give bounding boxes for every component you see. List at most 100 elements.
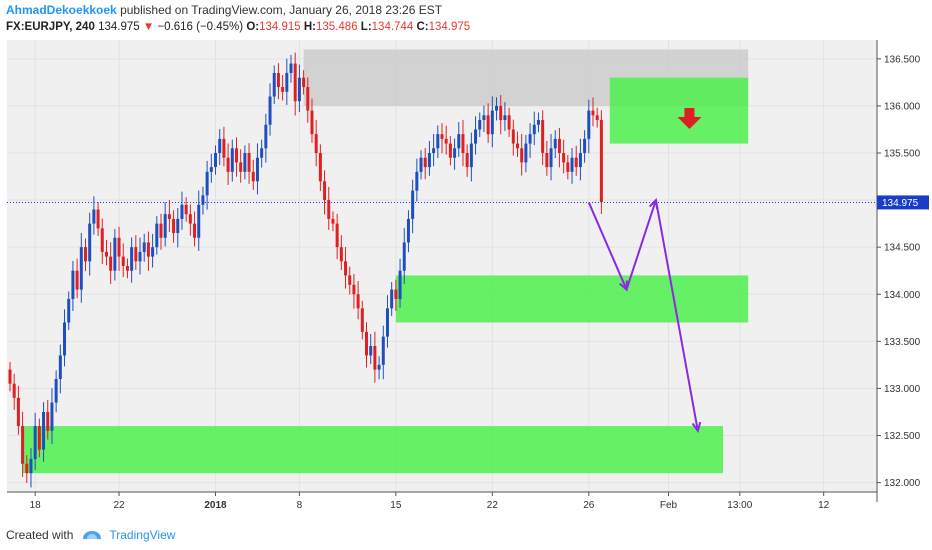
candle-down[interactable] [188, 214, 192, 224]
candle-up[interactable] [205, 171, 209, 196]
candle-up[interactable] [209, 167, 213, 172]
candle-down[interactable] [276, 72, 280, 88]
candle-up[interactable] [92, 209, 96, 224]
candle-down[interactable] [12, 383, 16, 398]
candle-down[interactable] [440, 134, 444, 139]
candle-down[interactable] [251, 171, 255, 182]
candle-up[interactable] [176, 218, 180, 234]
candle-down[interactable] [331, 218, 335, 224]
candle-down[interactable] [239, 162, 243, 172]
candle-up[interactable] [578, 153, 582, 168]
time-axis[interactable]: 18 22 2018 8 15 22 26 Feb 13:00 12 [7, 491, 877, 511]
candle-down[interactable] [574, 157, 578, 168]
candle-down[interactable] [302, 77, 306, 88]
candle-down[interactable] [591, 110, 595, 116]
candle-down[interactable] [352, 284, 356, 295]
candle-up[interactable] [381, 336, 385, 365]
candle-up[interactable] [532, 124, 536, 135]
candle-up[interactable] [255, 157, 259, 182]
candle-down[interactable] [348, 275, 352, 285]
candle-up[interactable] [214, 153, 218, 168]
candle-up[interactable] [50, 402, 54, 431]
candle-up[interactable] [42, 411, 46, 450]
candle-down[interactable] [306, 87, 310, 111]
candle-down[interactable] [599, 120, 603, 202]
candle-up[interactable] [474, 129, 478, 144]
candle-down[interactable] [159, 223, 163, 238]
candle-down[interactable] [373, 346, 377, 370]
candle-up[interactable] [54, 379, 58, 403]
candle-up[interactable] [264, 124, 268, 149]
candle-up[interactable] [243, 153, 247, 172]
candle-up[interactable] [130, 247, 134, 271]
candle-up[interactable] [297, 77, 301, 102]
candle-up[interactable] [385, 308, 389, 337]
candle-down[interactable] [314, 134, 318, 153]
candle-down[interactable] [507, 115, 511, 130]
candle-up[interactable] [570, 157, 574, 172]
candle-up[interactable] [427, 153, 431, 168]
candle-down[interactable] [193, 223, 197, 238]
candle-up[interactable] [272, 72, 276, 97]
candle-up[interactable] [218, 138, 222, 153]
candle-down[interactable] [109, 256, 113, 271]
candle-down[interactable] [37, 426, 41, 450]
candle-up[interactable] [536, 120, 540, 125]
candle-up[interactable] [432, 148, 436, 153]
candle-up[interactable] [549, 148, 553, 168]
candle-up[interactable] [79, 247, 83, 290]
candle-down[interactable] [310, 110, 314, 135]
candle-up[interactable] [29, 459, 33, 474]
candle-down[interactable] [21, 426, 25, 464]
candle-down[interactable] [511, 129, 515, 144]
candle-down[interactable] [394, 289, 398, 299]
candle-down[interactable] [541, 120, 545, 153]
candle-up[interactable] [155, 223, 159, 248]
candle-down[interactable] [339, 247, 343, 262]
support-zone-1-green[interactable] [395, 275, 749, 323]
candle-up[interactable] [63, 322, 67, 356]
price-axis[interactable]: 132.000 132.500 133.000 133.500 134.000 134.5… [876, 40, 929, 502]
candle-down[interactable] [83, 247, 87, 262]
candle-down[interactable] [566, 162, 570, 172]
candle-down[interactable] [465, 153, 469, 168]
candle-down[interactable] [117, 237, 121, 257]
candle-up[interactable] [553, 138, 557, 149]
candle-up[interactable] [402, 242, 406, 271]
candle-up[interactable] [260, 148, 264, 158]
candle-down[interactable] [184, 204, 188, 215]
candle-down[interactable] [356, 294, 360, 309]
candle-down[interactable] [444, 138, 448, 144]
candle-down[interactable] [46, 411, 50, 431]
candle-up[interactable] [180, 204, 184, 219]
tradingview-brand-link[interactable]: TradingView [109, 528, 176, 542]
projection-arrows[interactable] [587, 197, 702, 434]
candle-up[interactable] [113, 237, 117, 271]
candle-down[interactable] [461, 134, 465, 153]
candle-down[interactable] [557, 138, 561, 153]
candle-down[interactable] [96, 209, 100, 229]
candle-down[interactable] [25, 463, 29, 474]
candle-down[interactable] [146, 242, 150, 257]
candle-up[interactable] [406, 218, 410, 243]
candle-down[interactable] [515, 143, 519, 149]
candle-up[interactable] [285, 72, 289, 92]
candle-down[interactable] [222, 138, 226, 158]
candle-up[interactable] [369, 346, 373, 356]
candle-down[interactable] [16, 397, 20, 427]
candle-down[interactable] [75, 270, 79, 290]
candle-up[interactable] [457, 134, 461, 149]
candle-down[interactable] [104, 251, 108, 257]
candle-up[interactable] [524, 143, 528, 163]
candle-up[interactable] [151, 247, 155, 257]
candle-down[interactable] [125, 266, 129, 271]
candle-up[interactable] [71, 270, 75, 299]
candle-down[interactable] [281, 87, 285, 92]
price-chart[interactable]: 132.000 132.500 133.000 133.500 134.000 134.5… [0, 0, 932, 520]
candle-up[interactable] [411, 190, 415, 219]
author-name[interactable]: AhmadDekoekkoek [6, 3, 117, 17]
candle-up[interactable] [436, 134, 440, 149]
candle-down[interactable] [486, 115, 490, 135]
candle-down[interactable] [234, 148, 238, 163]
candle-down[interactable] [8, 369, 12, 384]
